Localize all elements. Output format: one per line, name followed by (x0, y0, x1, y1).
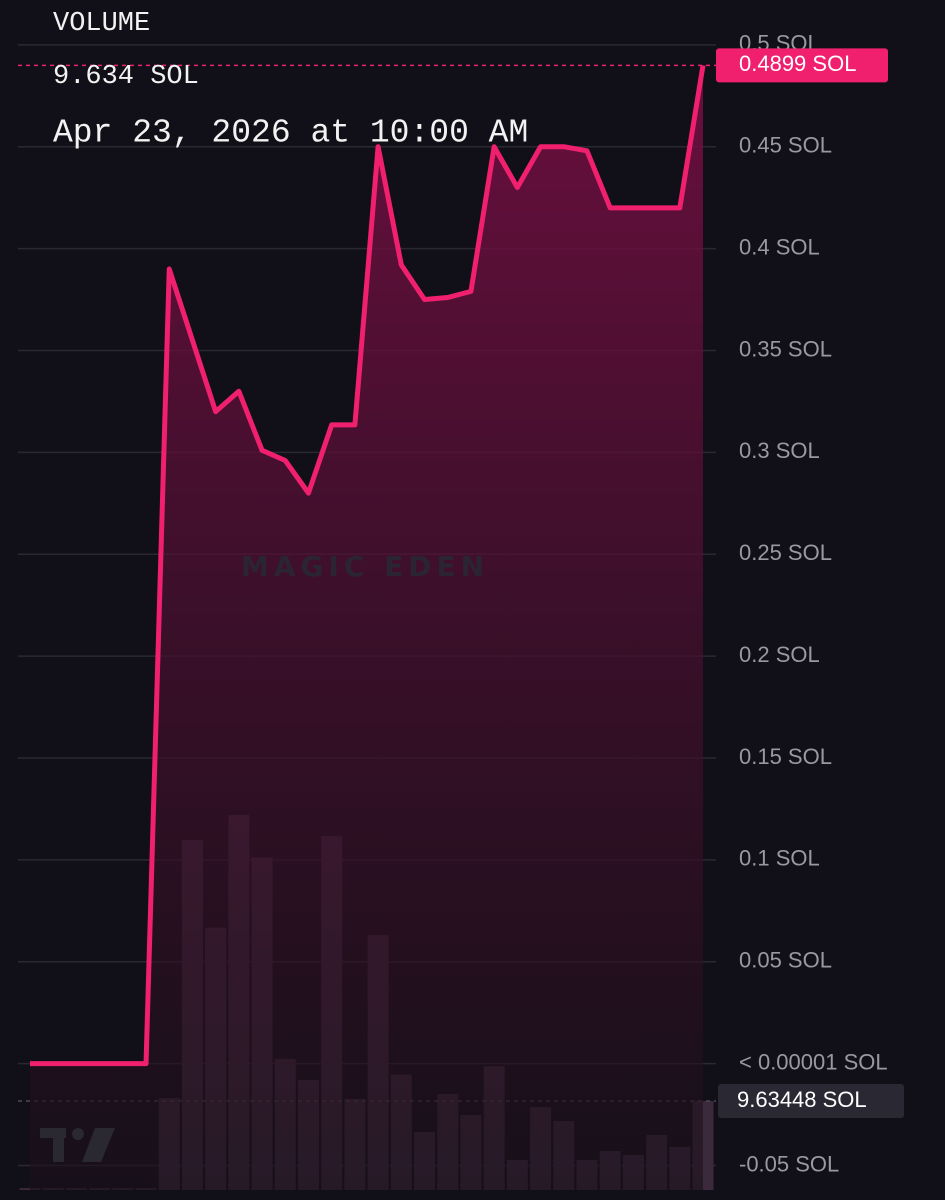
price-line-group (18, 64, 716, 1067)
header-label: VOLUME (53, 9, 150, 39)
last-price-label: 0.4899 SOL (739, 51, 856, 76)
price-line (30, 65, 706, 1067)
y-tick-label: 0.2 SOL (739, 642, 820, 667)
y-tick-label: -0.05 SOL (739, 1151, 839, 1176)
y-tick-label: 0.3 SOL (739, 438, 820, 463)
tradingview-logo (40, 1128, 115, 1162)
last-volume-tag (718, 1083, 904, 1118)
header-value: 9.634 SOL (53, 62, 199, 92)
y-tick-label: 0.05 SOL (739, 948, 832, 973)
y-tick-label: < 0.00001 SOL (739, 1049, 888, 1074)
last-volume-label: 9.63448 SOL (737, 1087, 867, 1112)
last-price-tag (716, 48, 888, 83)
watermark: MAGIC EDEN (241, 550, 489, 583)
y-tick-label: 0.35 SOL (739, 336, 832, 361)
price-area (30, 65, 703, 1190)
y-tick-label: 0.45 SOL (739, 133, 832, 158)
header-date: Apr 23, 2026 at 10:00 AM (53, 115, 528, 152)
y-tick-label: 0.1 SOL (739, 846, 820, 871)
y-tick-label: 0.25 SOL (739, 540, 832, 565)
price-area (30, 65, 703, 1190)
y-tick-label: 0.15 SOL (739, 744, 832, 769)
y-tick-label: 0.4 SOL (739, 234, 820, 259)
